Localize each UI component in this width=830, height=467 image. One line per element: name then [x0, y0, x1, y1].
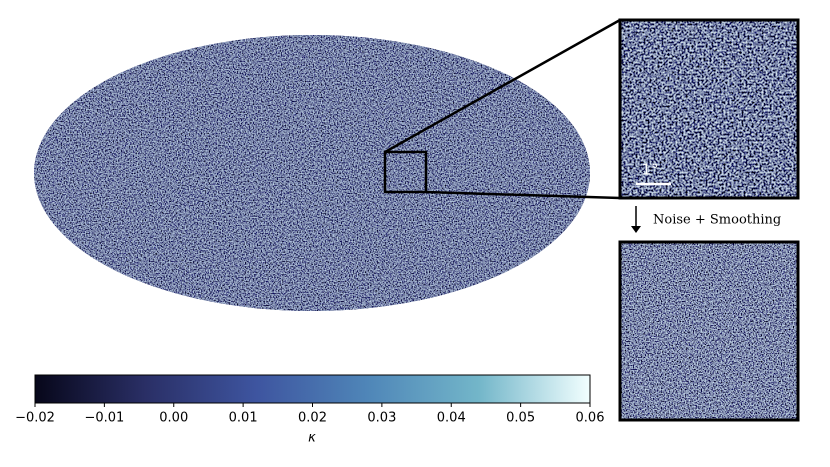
- inset-noisy: [618, 240, 800, 422]
- zoom-line: [425, 190, 621, 200]
- tick-label: −0.01: [84, 411, 124, 426]
- arrow-head: [631, 226, 641, 233]
- colorbar: [34, 374, 591, 404]
- tick-label: 0.04: [437, 411, 466, 426]
- tick-label: 0.06: [576, 411, 605, 426]
- colorbar-label: κ: [308, 431, 316, 446]
- sky-map: [34, 35, 590, 311]
- tick-label: 0.05: [506, 411, 535, 426]
- zoom-box: [383, 150, 428, 194]
- tick-label: 0.00: [159, 411, 188, 426]
- arrow-label: Noise + Smoothing: [653, 213, 781, 228]
- tick-label: 0.02: [298, 411, 327, 426]
- inset-clean: 1°: [618, 18, 800, 200]
- tick-label: 0.03: [367, 411, 396, 426]
- tick-label: −0.02: [15, 411, 55, 426]
- tick-label: 0.01: [229, 411, 258, 426]
- zoom-line: [384, 18, 621, 154]
- scale-bar-label: 1°: [641, 161, 658, 179]
